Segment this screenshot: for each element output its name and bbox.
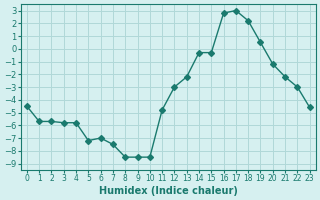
X-axis label: Humidex (Indice chaleur): Humidex (Indice chaleur) bbox=[99, 186, 238, 196]
